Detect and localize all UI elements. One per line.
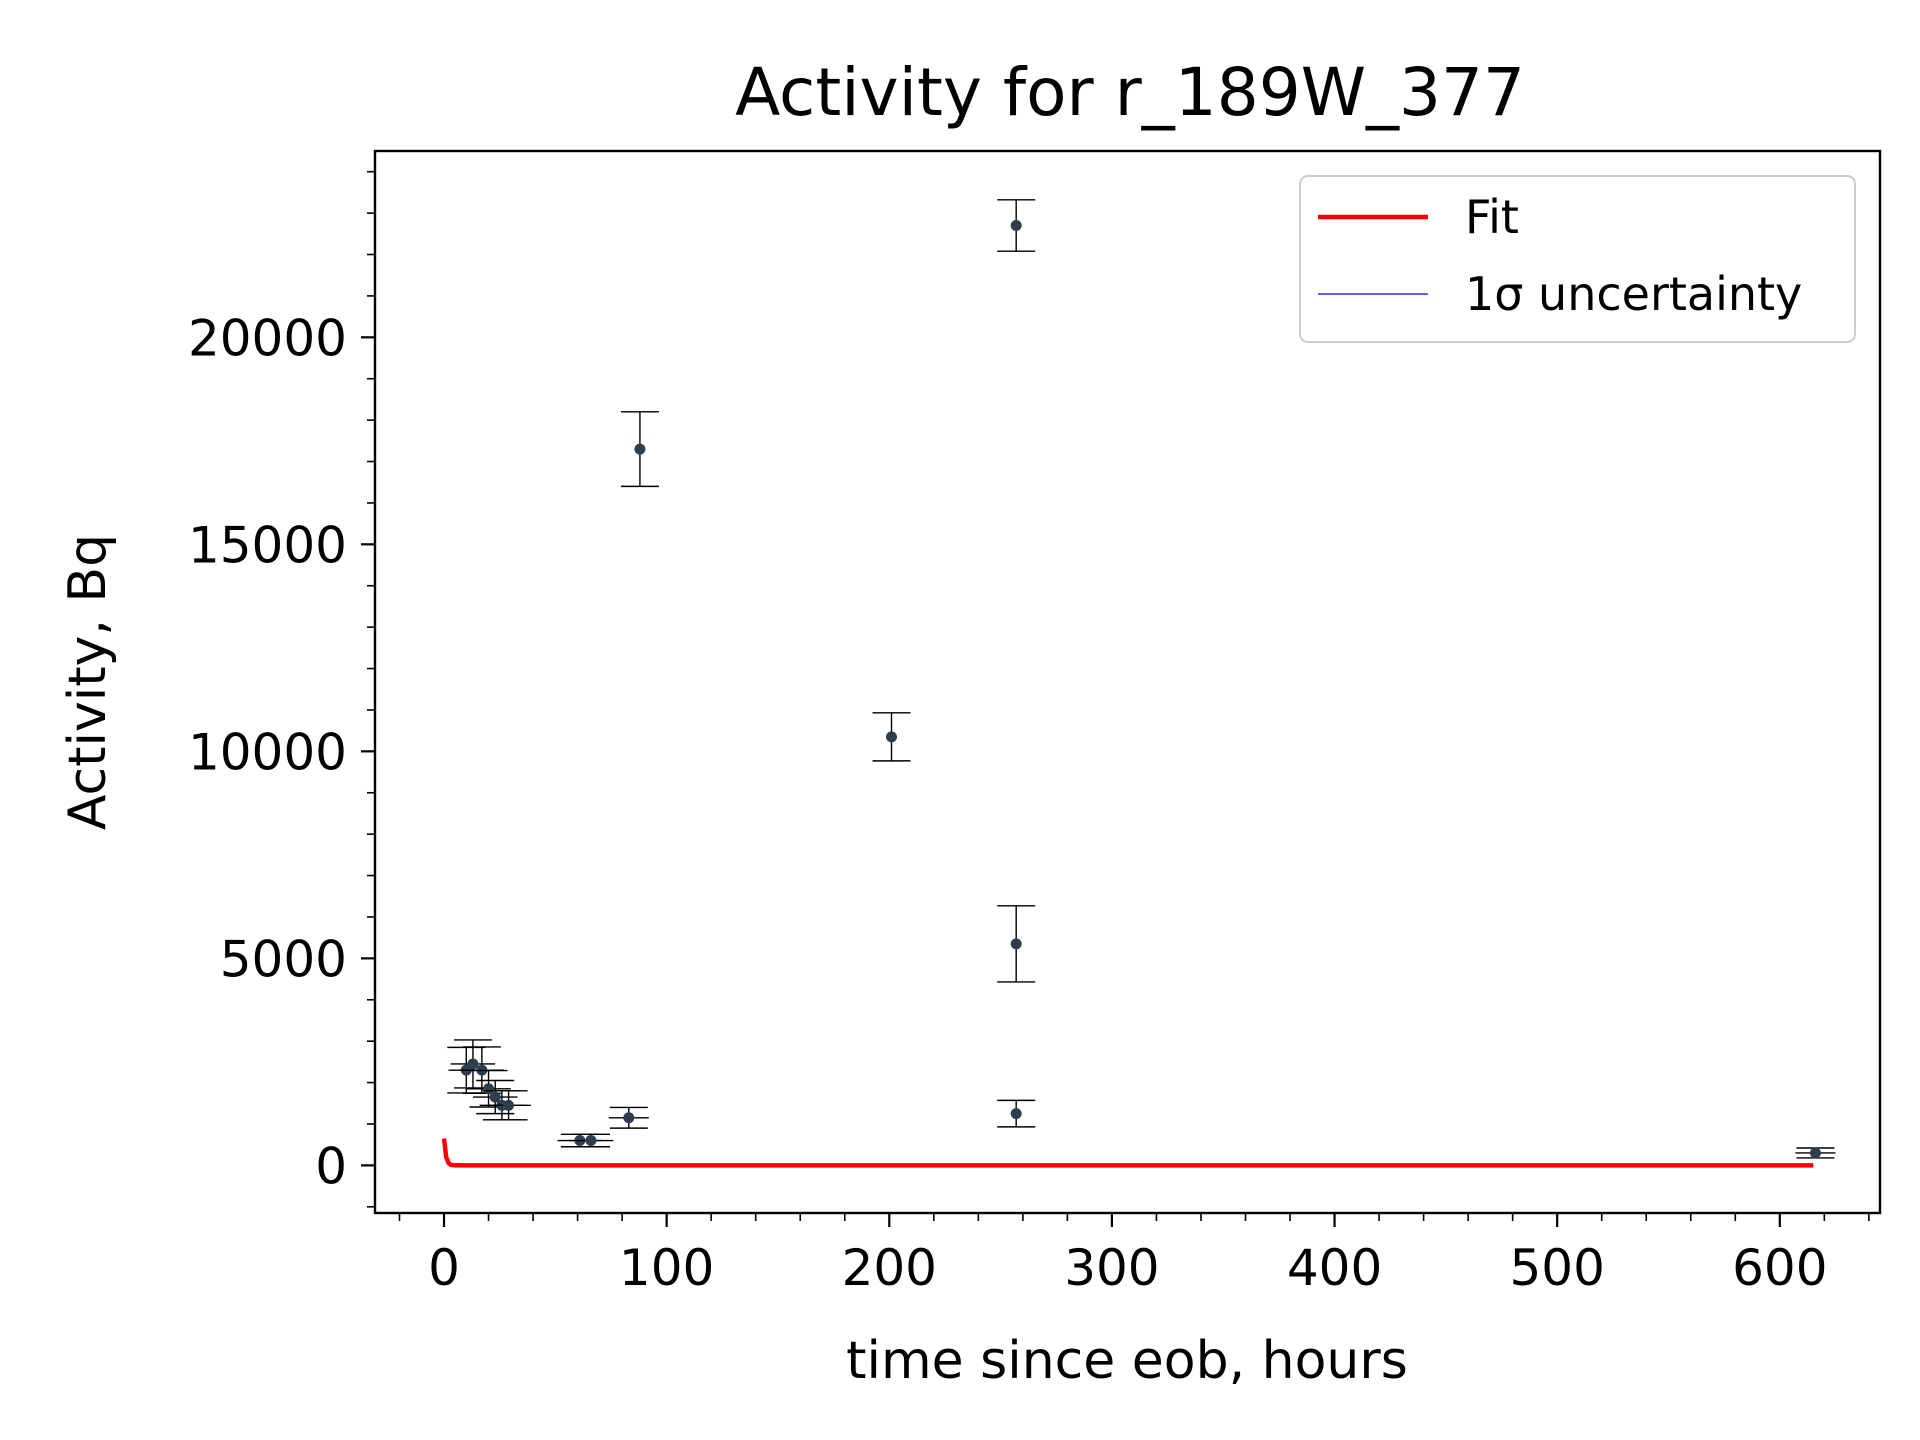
x-axis: 0 100 200 300 400 500 600 <box>398 1213 1870 1297</box>
x-tick-label: 300 <box>1064 1239 1159 1297</box>
plot-area-frame <box>373 149 1882 1215</box>
data-point <box>1010 938 1022 950</box>
x-axis-label: time since eob, hours <box>846 1331 1408 1391</box>
data-point <box>585 1135 597 1147</box>
data-point <box>467 1058 479 1070</box>
data-point <box>1010 220 1022 232</box>
data-layer <box>441 199 1836 1168</box>
data-point <box>1010 1108 1022 1120</box>
x-tick-label: 400 <box>1287 1239 1382 1297</box>
legend: Fit 1σ uncertainty <box>1299 175 1856 343</box>
y-tick-label: 15000 <box>188 516 347 574</box>
fit-curve <box>441 1138 1814 1168</box>
x-tick-label: 500 <box>1509 1239 1604 1297</box>
data-point <box>503 1099 515 1111</box>
chart-title: Activity for r_189W_377 <box>735 54 1525 131</box>
legend-fit-label: Fit <box>1465 190 1519 244</box>
data-point <box>623 1112 635 1124</box>
y-tick-label: 10000 <box>188 723 347 781</box>
y-tick-label: 20000 <box>188 309 347 367</box>
x-tick-label: 600 <box>1732 1239 1827 1297</box>
y-axis-label: Activity, Bq <box>58 534 118 830</box>
data-point <box>1809 1147 1821 1159</box>
data-point <box>634 443 646 455</box>
y-tick-label: 5000 <box>220 930 347 988</box>
x-tick-label: 200 <box>842 1239 937 1297</box>
y-axis: 0 5000 10000 15000 20000 <box>188 170 375 1208</box>
x-tick-label: 0 <box>428 1239 460 1297</box>
data-point <box>886 731 898 743</box>
legend-box <box>1299 175 1856 343</box>
x-tick-label: 100 <box>619 1239 714 1297</box>
data-point <box>489 1091 501 1103</box>
legend-uncertainty-label: 1σ uncertainty <box>1465 267 1802 321</box>
y-tick-label: 0 <box>315 1137 347 1195</box>
